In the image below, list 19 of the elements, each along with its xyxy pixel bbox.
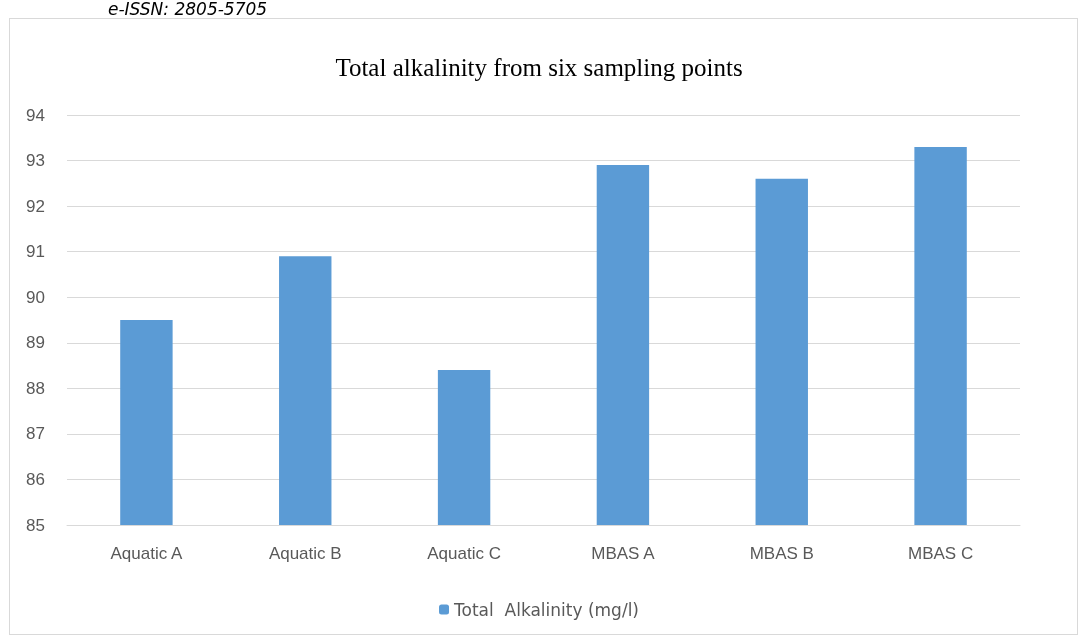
y-tick-label: 87: [26, 424, 45, 444]
legend-label: Total Alkalinity (mg/l): [453, 599, 639, 620]
text: e-ISSN: 2805-5705: [108, 0, 268, 19]
y-tick-label: 91: [26, 242, 45, 262]
x-tick-label: MBAS B: [749, 544, 814, 563]
x-tick-label: Aquatic B: [268, 544, 342, 563]
y-tick-label: 92: [26, 196, 45, 216]
x-tick-label: MBAS C: [907, 544, 974, 563]
y-tick-label: 89: [26, 333, 45, 353]
y-tick-label: 86: [26, 469, 45, 489]
y-tick-label: 90: [26, 287, 45, 307]
x-tick-label: Aquatic A: [110, 544, 183, 563]
y-tick-label: 93: [26, 151, 45, 171]
y-tick-label: 88: [26, 378, 45, 398]
x-tick-label: Aquatic C: [427, 544, 501, 563]
y-tick-label: 94: [26, 105, 45, 125]
chart-title: Total alkalinity from six sampling points: [335, 54, 743, 81]
y-tick-label: 85: [26, 515, 45, 535]
x-tick-label: MBAS A: [591, 544, 656, 563]
